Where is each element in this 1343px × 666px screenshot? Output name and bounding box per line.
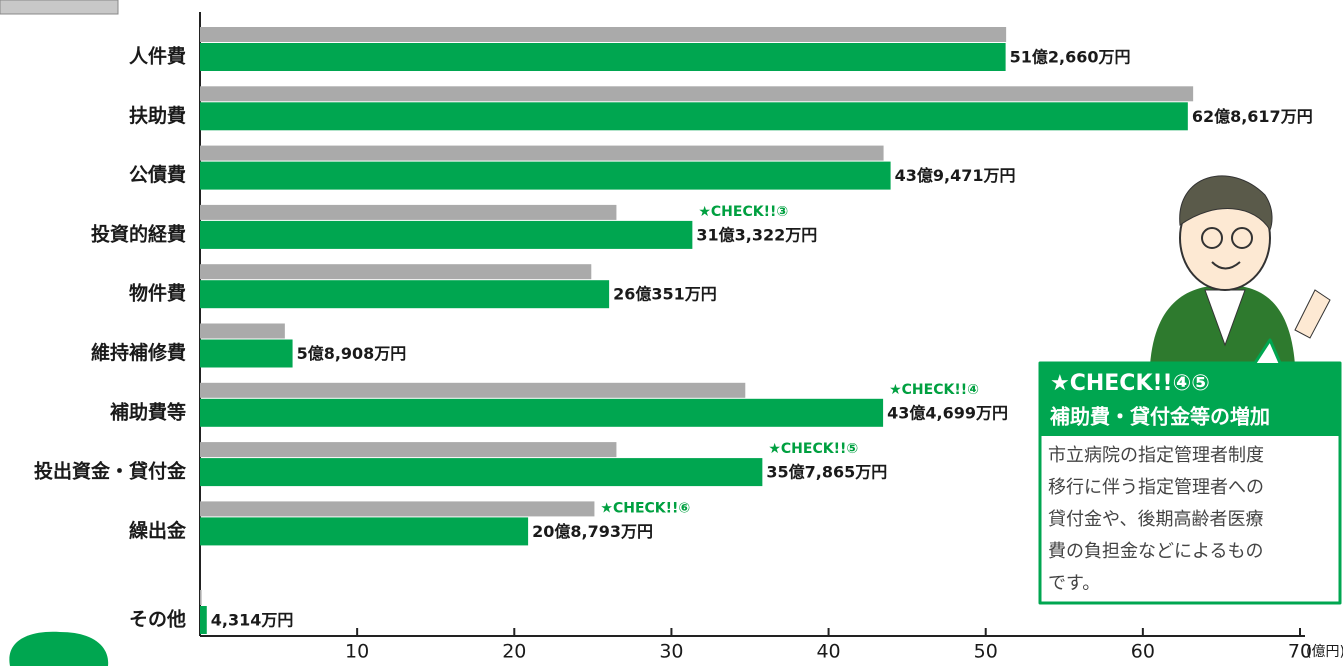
bar xyxy=(200,517,528,545)
bar xyxy=(200,264,591,279)
x-tick-label: 50 xyxy=(974,641,998,663)
x-tick-label: 40 xyxy=(816,641,840,663)
category-label: 投出資金・貸付金 xyxy=(34,460,187,483)
check-label: ★CHECK!!⑤ xyxy=(768,441,858,457)
bar xyxy=(200,86,1193,101)
callout-title: ★CHECK!!④⑤ xyxy=(1050,371,1210,396)
value-label: 4,314万円 xyxy=(211,611,294,630)
callout-body: 市立病院の指定管理者制度 xyxy=(1048,445,1264,466)
bar xyxy=(200,399,883,427)
bar xyxy=(200,340,293,368)
check-label: ★CHECK!!⑥ xyxy=(600,500,690,516)
bar xyxy=(200,501,594,516)
value-label: 43億4,699万円 xyxy=(887,403,1008,422)
bar xyxy=(200,221,692,249)
value-label: 20億8,793万円 xyxy=(532,522,653,541)
category-label: 繰出金 xyxy=(129,519,187,542)
character xyxy=(1150,176,1330,365)
bar xyxy=(200,205,616,220)
bar xyxy=(200,280,609,308)
value-label: 26億351万円 xyxy=(613,285,717,304)
category-label: 物件費 xyxy=(129,282,186,305)
category-label: 人件費 xyxy=(129,45,186,68)
bar xyxy=(200,383,745,398)
category-label: 維持補修費 xyxy=(91,341,186,364)
check-label: ★CHECK!!④ xyxy=(889,382,979,398)
value-label: 35億7,865万円 xyxy=(766,463,887,482)
chart: ★CHECK!!④⑤ 補助費・貸付金等の増加 (億円) 102030405060… xyxy=(0,0,1343,666)
check-label: ★CHECK!!③ xyxy=(698,204,788,220)
bar xyxy=(200,606,207,634)
value-label: 43億9,471万円 xyxy=(895,166,1016,185)
bar xyxy=(200,27,1006,42)
callout-body: です。 xyxy=(1048,573,1100,594)
bar xyxy=(200,590,202,605)
x-tick-label: 30 xyxy=(659,641,683,663)
bar xyxy=(200,102,1188,130)
category-label: 扶助費 xyxy=(129,104,186,127)
callout-body: 移行に伴う指定管理者への xyxy=(1048,477,1264,498)
category-label: その他 xyxy=(129,608,186,631)
bar xyxy=(200,43,1006,71)
callout: ★CHECK!!④⑤ 補助費・貸付金等の増加 xyxy=(1040,340,1340,603)
value-label: 62億8,617万円 xyxy=(1192,107,1313,126)
decoration xyxy=(0,0,118,14)
decoration xyxy=(9,632,108,666)
bar xyxy=(200,442,616,457)
callout-body: 貸付金や、後期高齢者医療 xyxy=(1048,509,1263,530)
bar xyxy=(200,324,285,339)
bar xyxy=(200,162,891,190)
category-label: 補助費等 xyxy=(109,400,186,423)
value-label: 5億8,908万円 xyxy=(297,344,407,363)
value-label: 31億3,322万円 xyxy=(696,225,817,244)
x-tick-label: 70 xyxy=(1288,641,1312,663)
x-tick-label: 60 xyxy=(1131,641,1155,663)
x-tick-label: 10 xyxy=(345,641,369,663)
callout-subtitle: 補助費・貸付金等の増加 xyxy=(1049,405,1270,429)
category-label: 投資的経費 xyxy=(91,222,186,245)
bar xyxy=(200,458,762,486)
category-label: 公債費 xyxy=(129,163,186,186)
callout-body: 費の負担金などによるもの xyxy=(1048,541,1263,562)
x-tick-label: 20 xyxy=(502,641,526,663)
value-label: 51億2,660万円 xyxy=(1010,48,1131,67)
bar xyxy=(200,146,884,161)
